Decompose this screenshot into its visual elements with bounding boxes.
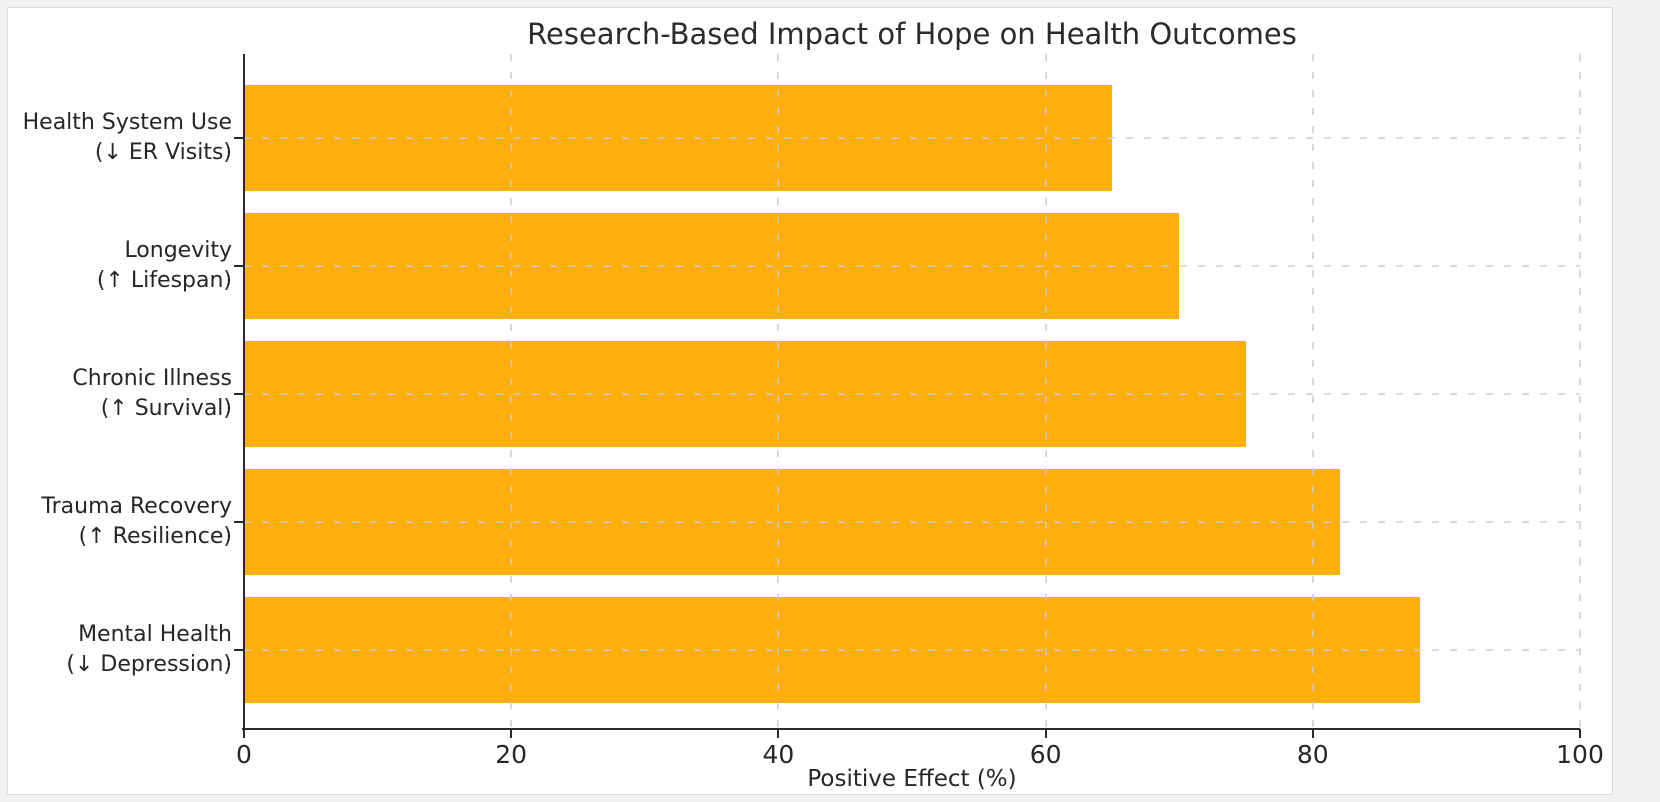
y-axis-label-line2: (↓ ER Visits) xyxy=(94,140,232,165)
figure: Research-Based Impact of Hope on Health … xyxy=(7,7,1613,795)
gridline-x-100 xyxy=(1579,54,1581,729)
y-tick-mark xyxy=(234,137,243,139)
x-tick-label-40: 40 xyxy=(762,740,795,769)
y-axis-label-line2: (↑ Resilience) xyxy=(78,524,232,549)
y-axis-label-line1: Mental Health xyxy=(78,622,232,647)
y-axis-label-line1: Chronic Illness xyxy=(72,366,232,391)
y-tick-mark xyxy=(234,649,243,651)
y-axis-label-line1: Longevity xyxy=(124,238,232,263)
x-axis-spine xyxy=(242,728,1580,730)
gridline-x-20 xyxy=(510,54,513,729)
x-tick-mark xyxy=(510,729,513,738)
y-axis-label-line1: Health System Use xyxy=(22,110,232,135)
x-tick-label-20: 20 xyxy=(495,740,528,769)
x-tick-label-100: 100 xyxy=(1556,740,1604,769)
x-tick-label-0: 0 xyxy=(236,740,252,769)
gridline-y-2 xyxy=(244,393,1580,395)
x-tick-mark xyxy=(243,729,245,738)
x-tick-label-80: 80 xyxy=(1296,740,1329,769)
y-axis-label-line2: (↓ Depression) xyxy=(66,652,232,677)
x-axis-label: Positive Effect (%) xyxy=(807,766,1017,792)
x-tick-mark xyxy=(1044,729,1047,738)
y-tick-mark xyxy=(234,521,243,523)
gridline-y-4 xyxy=(244,649,1580,651)
y-tick-mark xyxy=(234,393,243,395)
y-axis-label: Chronic Illness (↑ Survival) xyxy=(72,364,232,424)
gridline-y-0 xyxy=(244,137,1580,139)
gridline-x-80 xyxy=(1311,54,1314,729)
x-tick-mark xyxy=(1579,729,1581,738)
y-axis-spine xyxy=(243,54,245,729)
gridline-y-3 xyxy=(244,521,1580,523)
x-tick-label-60: 60 xyxy=(1029,740,1062,769)
chart-title: Research-Based Impact of Hope on Health … xyxy=(527,17,1297,51)
plot-area: 0 20 40 60 80 100 Health System Use (↓ ER Visi… xyxy=(23,54,1604,792)
y-axis-label: Longevity (↑ Lifespan) xyxy=(97,236,232,296)
y-axis-label-line2: (↑ Survival) xyxy=(100,396,232,421)
y-axis-label-line1: Trauma Recovery xyxy=(41,494,232,519)
y-axis-label: Mental Health (↓ Depression) xyxy=(66,620,232,680)
y-tick-mark xyxy=(234,265,243,267)
y-axis-label-line2: (↑ Lifespan) xyxy=(96,268,232,293)
y-axis-label: Health System Use (↓ ER Visits) xyxy=(23,108,232,168)
x-tick-mark xyxy=(1311,729,1314,738)
x-tick-mark xyxy=(777,729,780,738)
gridline-x-40 xyxy=(777,54,780,729)
gridline-y-1 xyxy=(244,265,1580,267)
gridline-x-60 xyxy=(1044,54,1047,729)
y-axis-label: Trauma Recovery (↑ Resilience) xyxy=(41,492,232,552)
